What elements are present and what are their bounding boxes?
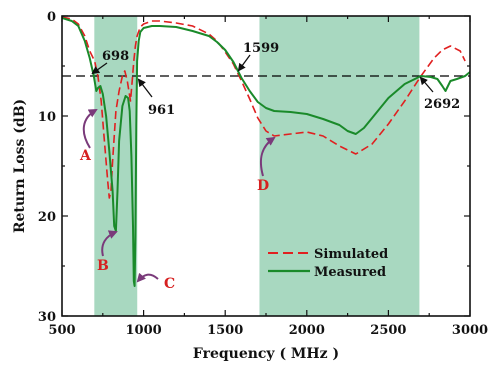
annotation-961: 961 (148, 103, 175, 118)
y-tick-label: 0 (47, 10, 56, 25)
annotation-c-arrow (136, 272, 159, 283)
band-1 (94, 16, 138, 316)
x-tick-label: 500 (48, 323, 75, 338)
legend-label-measured: Measured (314, 265, 386, 280)
legend: Simulated Measured (268, 247, 388, 280)
annotation-a-arrow (82, 109, 98, 149)
band-2 (259, 16, 420, 316)
y-tick-label: 20 (38, 210, 56, 225)
annotation-b-arrow (101, 230, 118, 257)
annotation-1599-arrow (237, 54, 251, 72)
annotation-961-arrow (137, 78, 153, 98)
annotation-d-arrow (259, 136, 276, 177)
x-tick-label: 2500 (370, 323, 406, 338)
axis-ticks (61, 15, 471, 317)
x-tick-label: 1500 (207, 323, 243, 338)
y-tick-label: 10 (38, 110, 56, 125)
x-tick-label: 1000 (126, 323, 162, 338)
annotation-698-arrow (91, 62, 108, 75)
legend-label-simulated: Simulated (314, 247, 388, 262)
annotation-698: 698 (102, 49, 129, 64)
annotations: 698 961 1599 2692 A B C D (79, 41, 460, 292)
annotation-2692-arrow (419, 76, 434, 93)
x-tick-label: 2000 (289, 323, 325, 338)
series-line-measured (62, 17, 470, 287)
y-tick-label: 30 (38, 310, 56, 325)
annotation-letter-d: D (257, 178, 269, 194)
series-group (62, 16, 470, 287)
y-axis-title: Return Loss (dB) (12, 99, 28, 233)
annotation-letter-a: A (79, 148, 92, 164)
annotation-2692: 2692 (424, 97, 460, 112)
annotation-letter-c: C (164, 276, 175, 292)
tick-labels: 500 1000 1500 2000 2500 3000 0 10 20 30 (38, 10, 488, 338)
annotation-letter-b: B (97, 258, 109, 274)
annotation-1599: 1599 (243, 41, 279, 56)
x-tick-label: 3000 (452, 323, 488, 338)
x-axis-title: Frequency ( MHz ) (193, 346, 339, 362)
frequency-bands (94, 16, 420, 316)
